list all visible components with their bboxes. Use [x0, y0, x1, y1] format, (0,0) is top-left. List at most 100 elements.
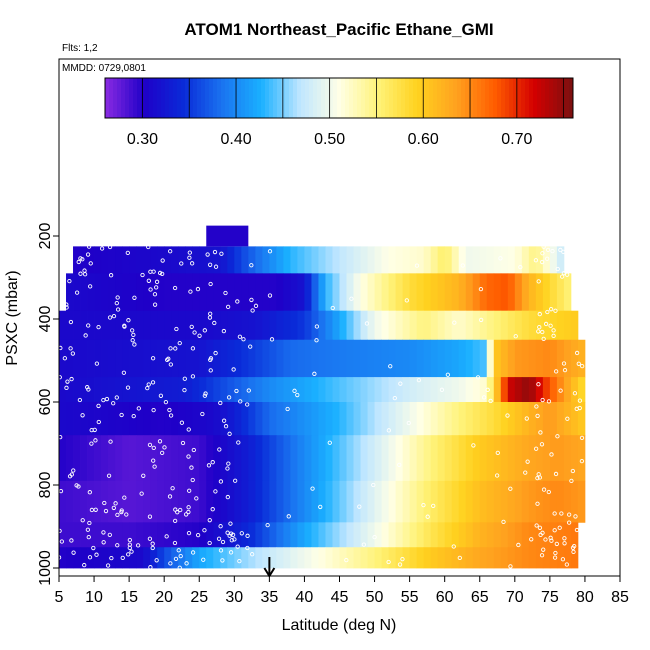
heatmap-cell [311, 377, 319, 403]
heatmap-cell [192, 310, 200, 341]
heatmap-cell [500, 547, 509, 569]
colorbar-segment [125, 78, 130, 118]
sample-point [172, 540, 178, 546]
sample-point [174, 326, 179, 332]
colorbar-segment [297, 78, 302, 118]
heatmap-cell [556, 402, 565, 436]
sample-point [221, 328, 227, 334]
heatmap-cell [311, 480, 319, 523]
heatmap-cell [234, 435, 242, 482]
sample-point [267, 249, 273, 254]
heatmap-cell [262, 547, 270, 569]
heatmap-cell [388, 310, 396, 341]
heatmap-cell [556, 522, 565, 548]
heatmap-cell [220, 435, 228, 482]
heatmap-cell [472, 377, 481, 403]
heatmap-cell [227, 377, 235, 403]
heatmap-cell [444, 522, 453, 548]
sample-point [471, 443, 476, 448]
sample-point [182, 376, 187, 381]
heatmap-cell [423, 480, 432, 523]
sample-point [562, 541, 567, 546]
heatmap-cell [143, 273, 151, 312]
sample-point [213, 350, 218, 356]
heatmap-cell [395, 435, 404, 482]
sample-point [207, 518, 212, 523]
heatmap-cell [416, 402, 425, 436]
heatmap-cell [66, 310, 74, 341]
sample-point [122, 495, 127, 500]
heatmap-cell [290, 402, 298, 436]
heatmap-cell [507, 435, 516, 482]
heatmap-cell [157, 377, 165, 403]
y-tick-label: 600 [37, 389, 54, 416]
heatmap-cell [570, 377, 579, 403]
sample-point [146, 244, 151, 250]
heatmap-cell [80, 377, 88, 403]
heatmap-cell [262, 402, 270, 436]
heatmap-cell [59, 435, 67, 482]
heatmap-cell [66, 480, 74, 523]
heatmap-cell [374, 435, 382, 482]
heatmap-cell [423, 435, 432, 482]
heatmap-cell [304, 377, 312, 403]
sample-point [173, 507, 178, 512]
colorbar-segment [417, 78, 422, 118]
colorbar-segment [121, 78, 126, 118]
heatmap-cell [465, 246, 474, 274]
heatmap-cell [143, 547, 151, 569]
heatmap-cell [136, 522, 144, 548]
heatmap-cell [549, 522, 558, 548]
heatmap-cell [66, 435, 74, 482]
heatmap-cell [255, 435, 263, 482]
x-tick-label: 5 [55, 589, 64, 606]
colorbar-tick-label: 0.50 [314, 131, 345, 148]
heatmap-cell [262, 522, 270, 548]
heatmap-cell [248, 435, 256, 482]
heatmap-cell [507, 310, 516, 341]
heatmap-cell [353, 273, 361, 312]
heatmap-cell [549, 480, 558, 523]
sample-point [154, 285, 159, 290]
sample-point [501, 519, 506, 525]
heatmap-cell [101, 377, 109, 403]
colorbar-tick-label: 0.40 [220, 131, 251, 148]
sample-point [177, 341, 182, 346]
sample-point [314, 324, 320, 329]
heatmap-cell [535, 339, 544, 378]
heatmap-cell [213, 435, 221, 482]
heatmap-cell [395, 273, 404, 312]
heatmap-cell [318, 246, 326, 274]
heatmap-cell [269, 339, 277, 378]
heatmap-cell [416, 273, 425, 312]
sample-point [431, 503, 436, 509]
heatmap-cell [276, 246, 284, 274]
heatmap-cell [150, 402, 158, 436]
heatmap-cell [409, 310, 418, 341]
colorbar-segment [221, 78, 226, 118]
x-tick-label: 30 [225, 589, 243, 606]
sample-point [541, 336, 546, 341]
heatmap-cell [563, 547, 572, 569]
colorbar-segment [465, 78, 470, 118]
sample-point [96, 419, 101, 425]
heatmap-cell [150, 547, 158, 569]
heatmap-cell [318, 273, 326, 312]
heatmap-cell [486, 246, 495, 274]
heatmap-cell [157, 435, 165, 482]
heatmap-cell [220, 339, 228, 378]
heatmap-cell [94, 246, 102, 274]
sample-point [205, 252, 210, 257]
heatmap-cell [122, 435, 130, 482]
heatmap-cell [269, 377, 277, 403]
heatmap-cell [304, 435, 312, 482]
sample-point [245, 545, 250, 551]
sample-point [115, 295, 120, 300]
x-tick-label: 40 [296, 589, 314, 606]
heatmap-cell [528, 273, 537, 312]
sample-point [186, 505, 191, 510]
heatmap-cell [325, 246, 333, 274]
heatmap-cell [402, 522, 411, 548]
colorbar-segment [453, 78, 458, 118]
sample-point [344, 557, 349, 563]
